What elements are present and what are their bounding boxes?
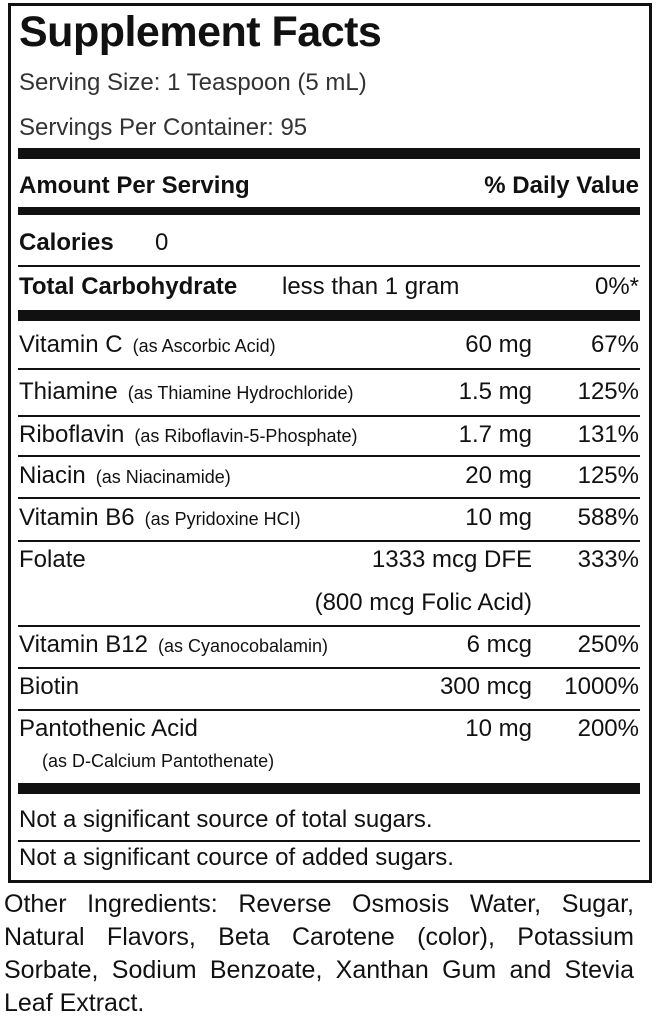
calories-label: Calories (19, 229, 114, 256)
thin-rule (18, 709, 640, 711)
title: Supplement Facts (19, 8, 382, 56)
other-ingredients: Other Ingredients: Reverse Osmosis Water… (4, 890, 634, 1017)
nutrient-source: (as D-Calcium Pantothenate) (42, 751, 275, 771)
nutrient-amount: 60 mg (465, 331, 532, 358)
nutrient-name: Thiamine (as Thiamine Hydrochloride) (19, 378, 354, 405)
nutrient-name: Vitamin C (as Ascorbic Acid) (19, 331, 276, 358)
footnote: Not a significant cource of added sugars… (19, 844, 454, 871)
thin-rule (18, 265, 640, 267)
medium-rule (18, 207, 640, 215)
nutrient-source: (as Cyanocobalamin) (157, 636, 329, 656)
nutrient-daily-value: 250% (577, 631, 639, 658)
footnote: Not a significant source of total sugars… (19, 806, 433, 833)
nutrient-daily-value: 131% (577, 421, 639, 448)
thin-rule (18, 667, 640, 669)
calories-value: 0 (155, 229, 169, 256)
thin-rule (18, 840, 640, 842)
nutrient-name: Riboflavin (as Riboflavin-5-Phosphate) (19, 421, 358, 448)
daily-value-header: % Daily Value (484, 172, 639, 199)
facts-panel (8, 3, 652, 883)
thick-rule (18, 783, 640, 794)
nutrient-daily-value: 125% (577, 462, 639, 489)
nutrient-source: (as Pyridoxine HCI) (144, 509, 301, 529)
thin-rule (18, 497, 640, 499)
nutrient-name: Biotin (19, 673, 80, 700)
carb-label: Total Carbohydrate (19, 273, 238, 300)
thin-rule (18, 540, 640, 542)
thick-rule (18, 310, 640, 321)
servings-per-container: Servings Per Container: 95 (19, 114, 308, 141)
nutrient-daily-value: 333% (577, 546, 639, 573)
nutrient-source: (as Ascorbic Acid) (132, 336, 276, 356)
nutrient-daily-value: 125% (577, 378, 639, 405)
nutrient-daily-value: 1000% (564, 673, 639, 700)
nutrient-name: Vitamin B12 (as Cyanocobalamin) (19, 631, 329, 658)
nutrient-amount: 6 mcg (466, 631, 532, 658)
nutrient-source: (as Niacinamide) (95, 467, 231, 487)
thin-rule (18, 455, 640, 457)
thin-rule (18, 625, 640, 627)
nutrient-amount: 1.5 mg (458, 378, 532, 405)
nutrient-amount-note: (800 mcg Folic Acid) (314, 589, 532, 616)
nutrient-daily-value: 200% (577, 715, 639, 742)
nutrient-amount: 1.7 mg (458, 421, 532, 448)
nutrient-source: (as Riboflavin-5-Phosphate) (134, 426, 358, 446)
thin-rule (18, 368, 640, 370)
thin-rule (18, 415, 640, 417)
carb-daily-value: 0%* (594, 273, 639, 300)
nutrient-amount: 10 mg (465, 715, 532, 742)
nutrient-amount: 20 mg (465, 462, 532, 489)
nutrient-amount: 300 mcg (439, 673, 532, 700)
thick-rule (18, 148, 640, 159)
nutrient-name: Niacin (as Niacinamide) (19, 462, 231, 489)
nutrient-amount: 1333 mcg DFE (371, 546, 532, 573)
nutrient-daily-value: 67% (590, 331, 639, 358)
nutrient-name: Folate (19, 546, 86, 573)
nutrient-name: Vitamin B6 (as Pyridoxine HCI) (19, 504, 301, 531)
carb-amount: less than 1 gram (282, 273, 460, 300)
nutrient-daily-value: 588% (577, 504, 639, 531)
nutrient-amount: 10 mg (465, 504, 532, 531)
amount-header: Amount Per Serving (19, 172, 250, 199)
nutrient-name: Pantothenic Acid (19, 715, 198, 742)
nutrient-source: (as Thiamine Hydrochloride) (127, 383, 354, 403)
serving-size: Serving Size: 1 Teaspoon (5 mL) (19, 69, 367, 96)
